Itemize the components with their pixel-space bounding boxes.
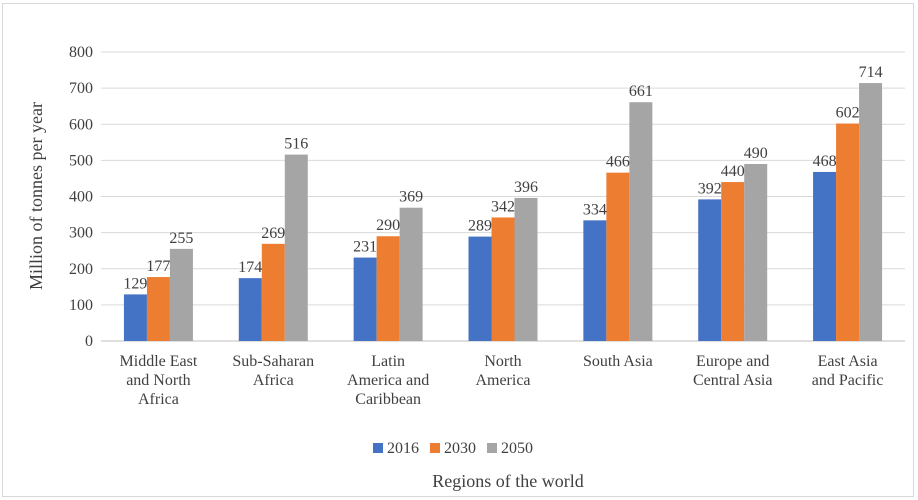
bar-2050 [284,154,308,341]
y-tick-label: 200 [69,261,93,278]
data-label: 231 [353,239,377,256]
data-label: 334 [583,201,607,218]
x-category-label: Caribbean [355,391,421,408]
bar-2016 [583,220,607,341]
y-axis-ticks: 0 100 200 300 400 500 600 700 800 [69,44,93,350]
data-label: 174 [238,259,262,276]
data-label: 490 [744,145,768,162]
x-category-label: America [475,372,530,389]
data-label: 290 [376,217,400,234]
x-category-label: Latin [371,353,405,370]
bar-2050 [514,197,538,341]
y-tick-label: 100 [69,297,93,314]
y-tick-label: 400 [69,189,93,206]
bar-2050 [629,102,653,342]
legend-label: 2016 [387,440,419,457]
bar-2016 [813,171,837,341]
data-label: 440 [721,163,745,180]
bar-2030 [836,123,860,341]
x-category-label: America and [347,372,429,389]
y-tick-label: 800 [69,44,93,61]
bar-2016 [698,199,722,341]
bar-2016 [468,236,492,341]
x-category-label: Europe and [696,353,769,370]
y-tick-label: 300 [69,225,93,242]
data-label: 468 [813,153,837,170]
x-category-label: and North [126,372,190,389]
x-category-label: Central Asia [693,372,773,389]
x-axis-categories: Middle East and North Africa Sub-Saharan Afr… [120,353,884,408]
x-category-label: Middle East [120,353,198,370]
y-tick-label: 0 [85,333,93,350]
bar-2050 [744,163,768,341]
bar-2050 [859,83,883,341]
y-tick-label: 500 [69,152,93,169]
x-category-label: South Asia [583,353,653,370]
legend-swatch [487,443,497,453]
bar-2016 [353,257,377,341]
x-category-label: Africa [253,372,294,389]
data-label: 129 [123,275,147,292]
legend-label: 2050 [501,440,533,457]
data-label: 255 [169,230,193,247]
bars [123,83,883,342]
x-category-label: and Pacific [812,372,884,389]
bar-2030 [261,243,285,341]
data-label: 269 [261,225,285,242]
legend-label: 2030 [444,440,476,457]
bar-2030 [146,277,170,341]
legend-swatch [373,443,383,453]
bar-2030 [491,217,515,341]
x-category-label: East Asia [818,353,878,370]
data-label: 466 [606,154,630,171]
legend: 2016 2030 2050 [373,440,533,457]
x-category-label: Sub-Saharan [232,353,314,370]
gridlines [101,51,905,342]
y-tick-label: 700 [69,80,93,97]
bar-2050 [399,207,423,341]
bar-2050 [169,248,193,341]
data-label: 714 [859,64,883,81]
data-label: 661 [629,83,653,100]
y-axis-title: Million of tonnes per year [26,102,46,290]
data-label: 342 [491,198,515,215]
bar-2016 [123,294,147,341]
x-category-label: Africa [138,391,179,408]
bar-2030 [721,182,745,341]
data-label: 396 [514,179,538,196]
data-label: 602 [836,105,860,122]
data-label: 369 [399,189,423,206]
bar-2030 [376,236,400,341]
data-label: 392 [698,180,722,197]
x-category-label: North [484,353,521,370]
y-tick-label: 600 [69,116,93,133]
data-label: 516 [284,136,308,153]
data-label: 289 [468,218,492,235]
bar-2030 [606,172,630,341]
bar-2016 [238,278,262,341]
data-label: 177 [146,258,170,275]
legend-swatch [430,443,440,453]
x-axis-title: Regions of the world [432,471,583,491]
